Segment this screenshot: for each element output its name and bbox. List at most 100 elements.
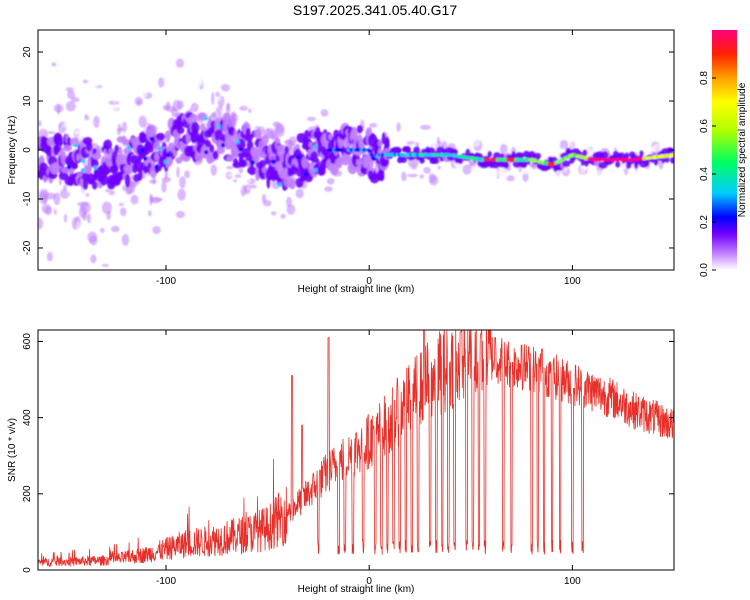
heat-cell	[40, 99, 46, 111]
heat-cell	[177, 100, 184, 110]
heat-cell	[559, 139, 569, 151]
heat-cell	[190, 121, 200, 134]
heat-cell	[238, 147, 243, 152]
heat-cell	[397, 163, 405, 175]
heat-cell	[384, 139, 390, 151]
heat-cell	[67, 137, 72, 146]
heat-cell	[464, 145, 475, 150]
heat-cell	[121, 233, 130, 246]
heat-cell	[637, 169, 645, 175]
heat-cell	[286, 196, 292, 207]
heat-cell	[429, 164, 437, 172]
heat-cell	[452, 170, 463, 174]
heat-cell	[356, 125, 363, 134]
heat-cell	[447, 172, 459, 178]
heat-cell	[162, 104, 169, 111]
heat-cell	[423, 135, 431, 146]
heat-cell	[76, 221, 80, 232]
heat-cell	[114, 144, 120, 154]
heat-cell	[95, 148, 101, 161]
heat-cell	[62, 184, 67, 191]
spectrogram-xlabel: Height of straight line (km)	[298, 284, 415, 295]
heat-cell	[229, 103, 237, 109]
heat-cell	[42, 195, 47, 204]
heat-cell	[38, 217, 44, 230]
heat-cell	[280, 213, 286, 219]
heat-cell	[118, 202, 124, 207]
heat-cell	[517, 152, 525, 160]
heat-cell	[85, 142, 93, 152]
heat-cell	[149, 136, 154, 141]
heat-cell	[419, 157, 425, 164]
heat-cell	[326, 178, 335, 185]
heat-cell	[125, 164, 134, 175]
heat-cell	[45, 192, 56, 200]
heat-cell	[71, 163, 79, 170]
snr-xlabel: Height of straight line (km)	[298, 584, 415, 595]
heat-cell	[157, 146, 162, 151]
heat-cell	[442, 169, 451, 175]
heat-cell	[216, 124, 221, 129]
heat-cell	[185, 72, 190, 77]
y-tick-label: 0	[22, 147, 33, 153]
heat-cell	[455, 163, 460, 170]
snr-frame	[37, 329, 675, 571]
heat-cell	[322, 116, 327, 129]
heat-cell	[76, 234, 81, 240]
y-tick-label: 0	[22, 567, 33, 573]
heat-cell	[196, 136, 206, 143]
colorbar-tick-label: 0.2	[699, 215, 710, 229]
heat-cell	[44, 206, 53, 216]
x-tick-label: 100	[564, 276, 581, 287]
heat-cell	[152, 226, 161, 235]
heat-cell	[562, 160, 571, 168]
heat-cell	[299, 129, 304, 133]
heat-cell	[101, 263, 109, 267]
heat-cell	[57, 237, 62, 250]
heat-cell	[296, 155, 301, 160]
heat-cell	[653, 143, 661, 148]
heat-cell	[487, 150, 493, 158]
snr-panel: -100 0 100 0 200 400 600 Height of straight li…	[7, 329, 675, 595]
heat-cell	[437, 165, 441, 170]
heat-cell	[47, 131, 56, 135]
heat-cell	[499, 143, 508, 154]
heat-cell	[101, 201, 112, 215]
colorbar-ticks: 0.0 0.2 0.4 0.6 0.8	[699, 71, 716, 277]
heat-cell	[272, 159, 276, 164]
heat-cell	[304, 129, 310, 139]
heat-cell	[596, 169, 603, 176]
heat-cell	[57, 251, 64, 257]
heat-cell	[53, 104, 64, 113]
heat-cell	[313, 168, 318, 173]
heat-cell	[238, 158, 248, 168]
heat-cell	[415, 139, 422, 143]
heat-cell	[268, 124, 276, 131]
heat-cell	[276, 144, 286, 152]
heat-cell	[671, 153, 674, 157]
heat-cell	[240, 173, 251, 186]
heat-cell	[119, 207, 127, 217]
heat-cell	[191, 64, 198, 69]
heat-cell	[125, 106, 131, 112]
heat-cell	[108, 190, 115, 196]
heat-cell	[60, 123, 70, 128]
heat-cell	[194, 79, 204, 87]
heat-cell	[212, 150, 219, 160]
heat-cell	[46, 251, 54, 262]
colorbar-label: Normalized spectral amplitude	[737, 82, 748, 217]
heat-cell	[61, 208, 72, 215]
heat-cell	[420, 124, 431, 130]
heat-cell	[270, 211, 277, 216]
heat-cell	[339, 112, 346, 122]
heat-cell	[295, 188, 304, 199]
heat-cell	[200, 123, 206, 132]
heat-cell	[430, 157, 440, 165]
heat-cell	[143, 166, 149, 174]
heat-cell	[148, 187, 154, 195]
heat-cell	[423, 166, 431, 174]
heat-cell	[276, 202, 284, 216]
heat-cell	[227, 115, 237, 129]
heat-cell	[179, 176, 186, 189]
heat-cell	[614, 160, 621, 168]
